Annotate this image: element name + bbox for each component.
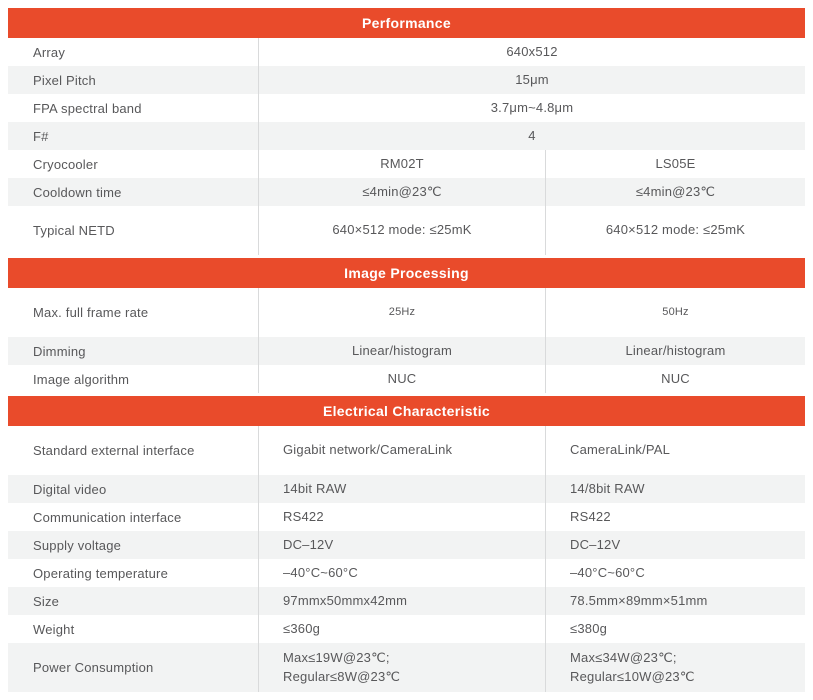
section-title: Electrical Characteristic	[322, 403, 491, 419]
row-value: 640×512 mode: ≤25mK	[258, 206, 545, 255]
row-value: NUC	[545, 365, 805, 393]
row-value: Max≤19W@23℃; Regular≤8W@23℃	[258, 643, 545, 692]
table-row: Communication interface RS422 RS422	[8, 503, 805, 531]
row-value: 3.7μm~4.8μm	[258, 94, 805, 122]
row-label: Standard external interface	[33, 443, 195, 458]
row-value: –40°C~60°C	[545, 559, 805, 587]
row-label: Array	[33, 44, 66, 60]
section-image-processing: Image Processing Max. full frame rate 25H…	[8, 258, 805, 393]
row-label: Cryocooler	[33, 156, 98, 172]
row-value: Linear/histogram	[258, 337, 545, 365]
table-row: Dimming Linear/histogram Linear/histogram	[8, 337, 805, 365]
table-row: Digital video 14bit RAW 14/8bit RAW	[8, 475, 805, 503]
section-title: Performance	[362, 15, 451, 31]
section-header-image-processing: Image Processing	[8, 258, 805, 288]
row-value: 640×512 mode: ≤25mK	[545, 206, 805, 255]
row-value: ≤4min@23℃	[258, 178, 545, 206]
row-value: RS422	[545, 503, 805, 531]
row-label: Power Consumption	[33, 660, 154, 675]
row-value: RM02T	[258, 150, 545, 178]
row-label: FPA spectral band	[33, 100, 142, 116]
row-label: Weight	[33, 621, 75, 637]
section-performance: Performance Array 640x512 Pixel Pitch 15μm F…	[8, 8, 805, 255]
section-rows-electrical-characteristic: Standard external interface Gigabit netwo…	[8, 426, 805, 692]
section-title: Image Processing	[344, 265, 469, 281]
row-value: 640x512	[258, 38, 805, 66]
section-header-performance: Performance	[8, 8, 805, 38]
row-label: Size	[33, 593, 60, 609]
row-label: Pixel Pitch	[33, 72, 96, 88]
row-value: 15μm	[258, 66, 805, 94]
row-value: RS422	[258, 503, 545, 531]
row-value: ≤380g	[545, 615, 805, 643]
table-row: Weight ≤360g ≤380g	[8, 615, 805, 643]
row-label: F#	[33, 128, 49, 144]
table-row: Power Consumption Max≤19W@23℃; Regular≤8W…	[8, 643, 805, 692]
row-value: DC–12V	[258, 531, 545, 559]
table-row: Cryocooler RM02T LS05E	[8, 150, 805, 178]
table-row: Array 640x512	[8, 38, 805, 66]
row-label: Operating temperature	[33, 565, 168, 581]
row-value: Max≤34W@23℃; Regular≤10W@23℃	[545, 643, 805, 692]
row-label: Image algorithm	[33, 371, 130, 387]
table-row: Size 97mmx50mmx42mm 78.5mm×89mm×51mm	[8, 587, 805, 615]
row-value: ≤360g	[258, 615, 545, 643]
table-row: Pixel Pitch 15μm	[8, 66, 805, 94]
table-row: Image algorithm NUC NUC	[8, 365, 805, 393]
row-value: Linear/histogram	[545, 337, 805, 365]
row-label: Communication interface	[33, 509, 182, 525]
table-row: F# 4	[8, 122, 805, 150]
row-value: 50Hz	[545, 288, 805, 337]
row-label: Dimming	[33, 343, 86, 359]
row-label: Cooldown time	[33, 184, 122, 200]
row-value: Gigabit network/CameraLink	[258, 426, 545, 475]
row-value: 14/8bit RAW	[545, 475, 805, 503]
table-row: Operating temperature –40°C~60°C –40°C~60°…	[8, 559, 805, 587]
section-electrical-characteristic: Electrical Characteristic Standard exter…	[8, 396, 805, 692]
row-label: Supply voltage	[33, 537, 122, 553]
row-value: 97mmx50mmx42mm	[258, 587, 545, 615]
row-value: NUC	[258, 365, 545, 393]
section-header-electrical-characteristic: Electrical Characteristic	[8, 396, 805, 426]
section-rows-performance: Array 640x512 Pixel Pitch 15μm FPA spectral …	[8, 38, 805, 255]
table-row: Cooldown time ≤4min@23℃ ≤4min@23℃	[8, 178, 805, 206]
row-label: Typical NETD	[33, 223, 115, 238]
table-row: Typical NETD 640×512 mode: ≤25mK 640×512 m…	[8, 206, 805, 255]
row-value: 25Hz	[258, 288, 545, 337]
row-value: 14bit RAW	[258, 475, 545, 503]
row-value: ≤4min@23℃	[545, 178, 805, 206]
table-row: Standard external interface Gigabit netwo…	[8, 426, 805, 475]
table-row: Max. full frame rate 25Hz 50Hz	[8, 288, 805, 337]
section-rows-image-processing: Max. full frame rate 25Hz 50Hz Dimming Linea…	[8, 288, 805, 393]
row-value: CameraLink/PAL	[545, 426, 805, 475]
row-label: Digital video	[33, 481, 107, 497]
row-value: DC–12V	[545, 531, 805, 559]
row-value: LS05E	[545, 150, 805, 178]
row-value: –40°C~60°C	[258, 559, 545, 587]
row-value: 4	[258, 122, 805, 150]
row-value: 78.5mm×89mm×51mm	[545, 587, 805, 615]
table-row: Supply voltage DC–12V DC–12V	[8, 531, 805, 559]
row-label: Max. full frame rate	[33, 305, 149, 320]
table-row: FPA spectral band 3.7μm~4.8μm	[8, 94, 805, 122]
